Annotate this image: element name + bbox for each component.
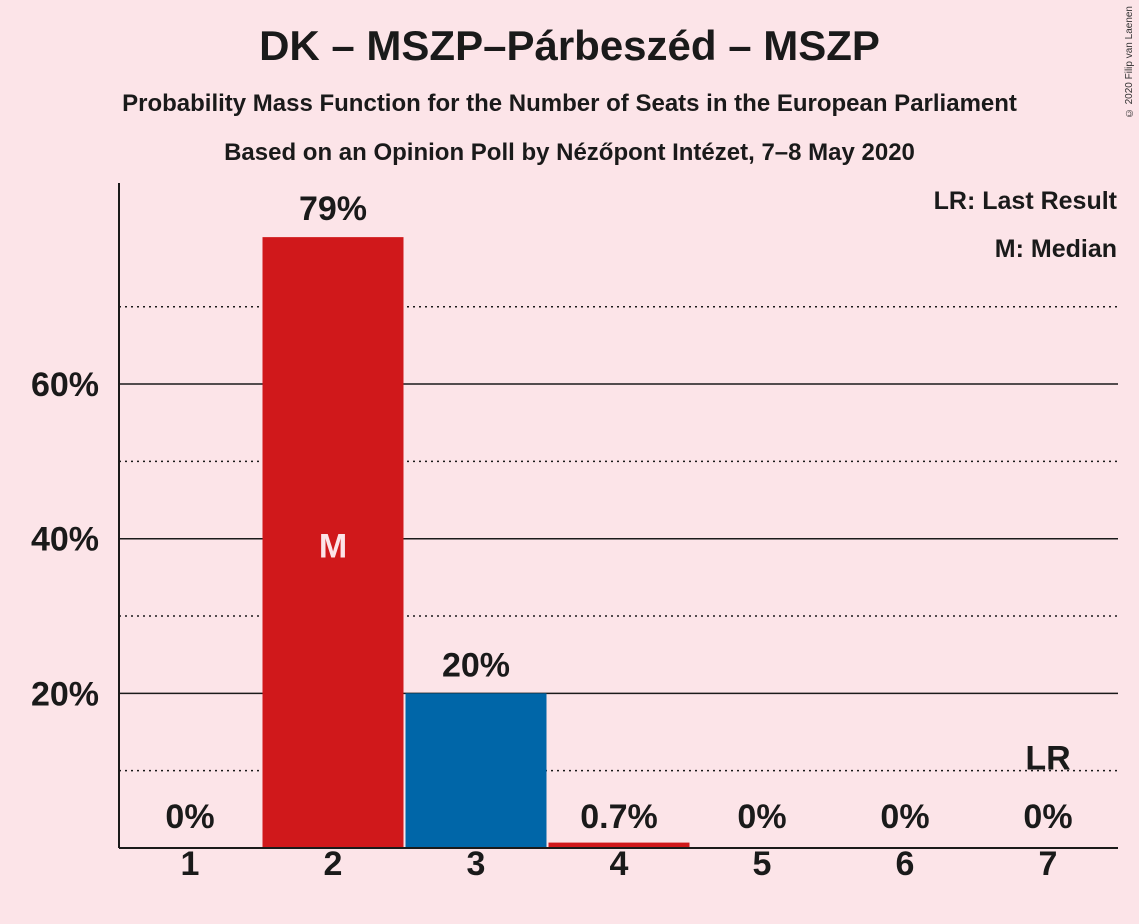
legend-last-result: LR: Last Result	[934, 187, 1118, 215]
value-label: 20%	[442, 646, 510, 684]
y-tick-label: 60%	[31, 366, 99, 404]
chart-source: Based on an Opinion Poll by Nézőpont Int…	[224, 139, 915, 166]
y-tick-label: 40%	[31, 521, 99, 559]
bars	[262, 237, 690, 848]
last-result-marker: LR	[1025, 740, 1070, 778]
bar-4	[548, 842, 690, 848]
chart-subtitle: Probability Mass Function for the Number…	[122, 90, 1017, 117]
x-tick-label: 4	[610, 845, 629, 883]
value-label: 0.7%	[580, 798, 658, 836]
x-tick-label: 7	[1039, 845, 1058, 883]
value-label: 0%	[1023, 798, 1072, 836]
legend-median: M: Median	[995, 235, 1117, 263]
value-label: 0%	[737, 798, 786, 836]
y-tick-label: 20%	[31, 675, 99, 713]
x-tick-label: 2	[324, 845, 343, 883]
value-label: 79%	[299, 190, 367, 228]
chart-title: DK – MSZP–Párbeszéd – MSZP	[259, 22, 880, 69]
gridlines: 20% 40% 60%	[31, 305, 1118, 772]
median-marker: M	[319, 528, 347, 566]
x-tick-label: 5	[753, 845, 772, 883]
value-label: 0%	[165, 798, 214, 836]
bar-3	[405, 693, 547, 848]
x-tick-label: 1	[181, 845, 200, 883]
labels: 0% 1 79% 2 M 20% 3 0.7% 4 0% 5 0% 6 0% 7 LR	[165, 190, 1072, 883]
bar-2	[262, 237, 404, 848]
x-tick-label: 6	[896, 845, 915, 883]
x-tick-label: 3	[467, 845, 486, 883]
value-label: 0%	[880, 798, 929, 836]
